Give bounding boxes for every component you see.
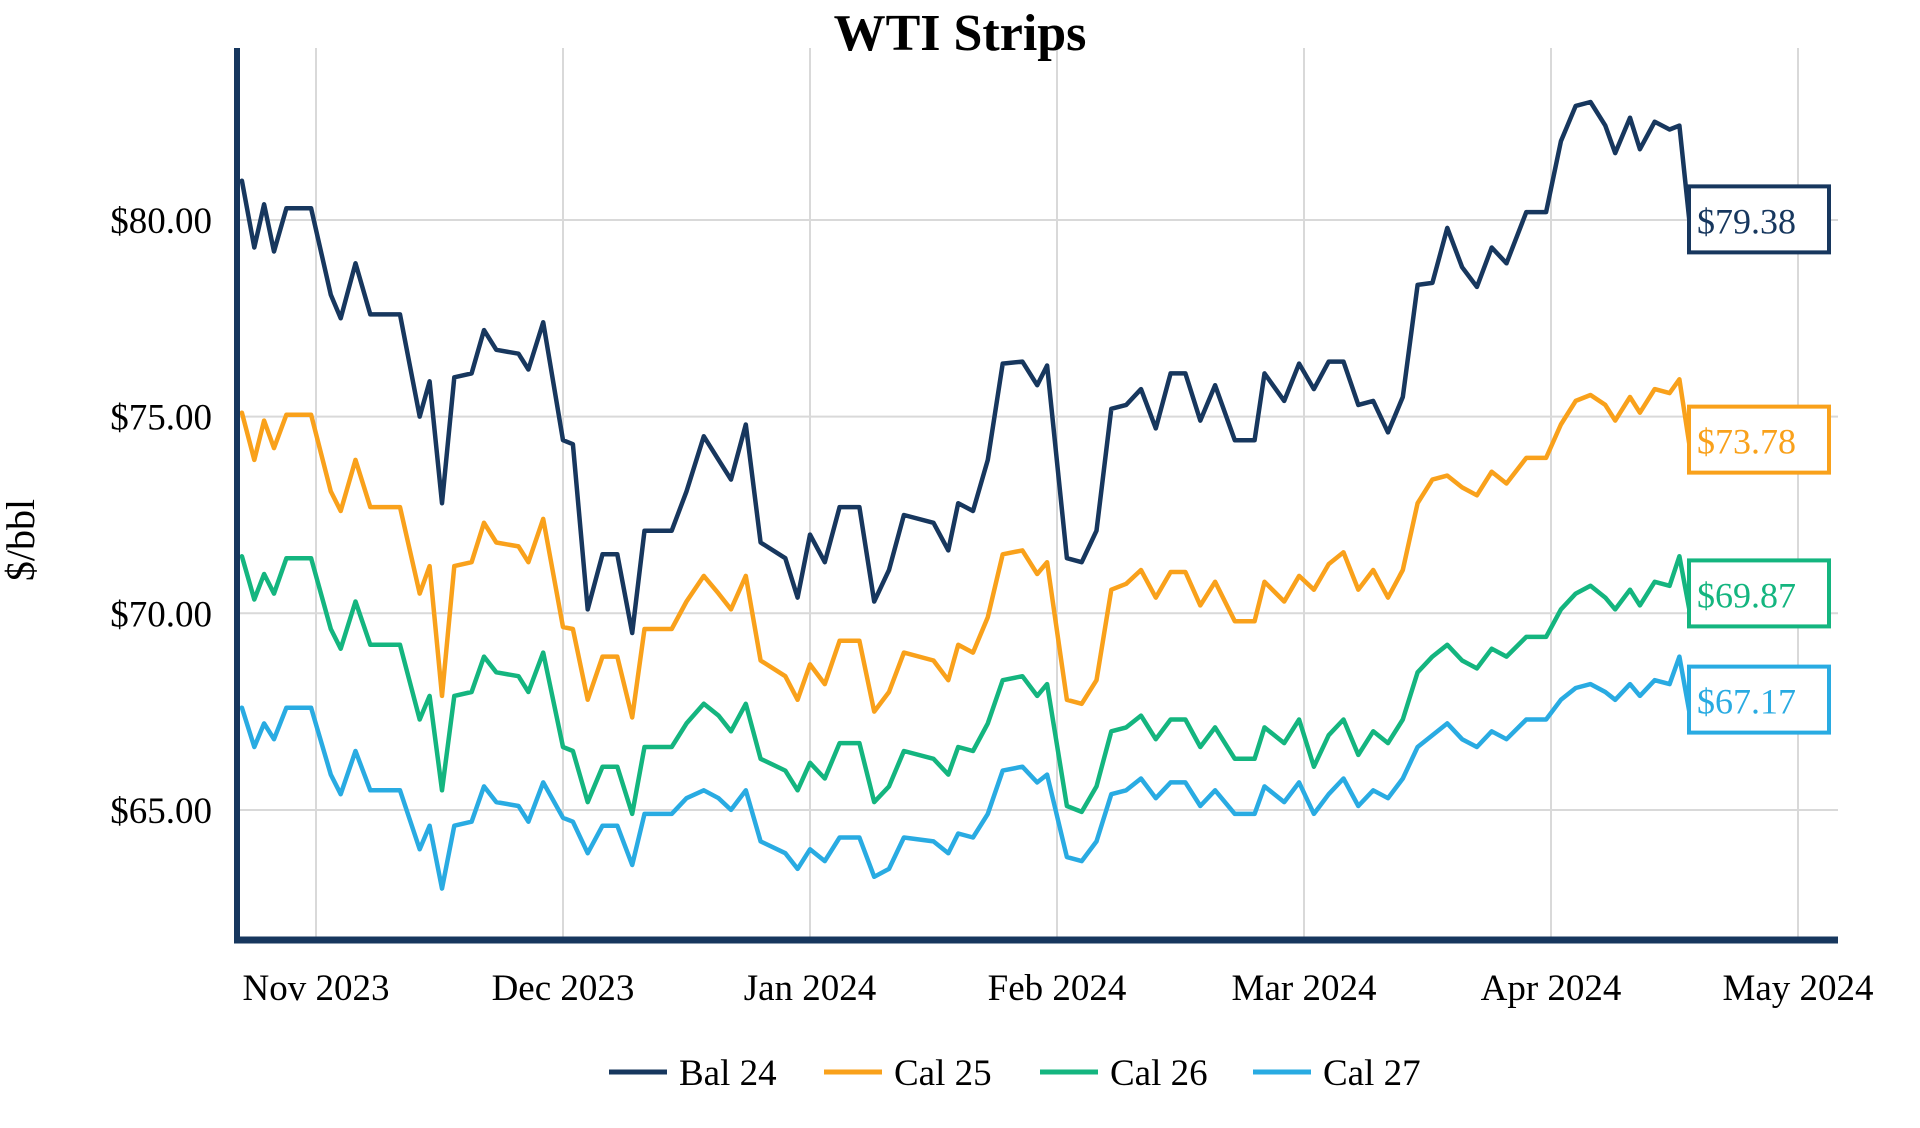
legend-item-bal-24: Bal 24	[609, 1053, 777, 1094]
series-line-cal-27	[239, 654, 1704, 891]
end-label-text-cal-27: $67.17	[1697, 682, 1796, 722]
series-line-bal-24	[239, 99, 1704, 636]
end-label-box-cal-26	[1687, 558, 1831, 629]
y-tick-75: $75.00	[110, 398, 212, 439]
chart-title: WTI Strips	[834, 5, 1087, 62]
x-tick-apr-2024: Apr 2024	[1481, 968, 1622, 1009]
legend-label-cal-25: Cal 25	[894, 1053, 992, 1094]
end-label-box-bal-24	[1687, 184, 1831, 255]
horizontal-gridlines	[237, 219, 1838, 811]
legend-item-cal-27: Cal 27	[1253, 1053, 1421, 1094]
series-line-cal-26	[239, 554, 1704, 817]
legend-label-bal-24: Bal 24	[679, 1053, 777, 1094]
y-tick-70: $70.00	[110, 594, 212, 635]
axes	[234, 48, 1838, 944]
y-tick-65: $65.00	[110, 791, 212, 832]
series-end-labels: $79.38 $73.78 $69.87 $67.17	[1687, 184, 1831, 735]
legend-label-cal-27: Cal 27	[1323, 1053, 1421, 1094]
x-tick-feb-2024: Feb 2024	[988, 968, 1127, 1009]
legend-item-cal-25: Cal 25	[824, 1053, 992, 1094]
x-tick-may-2024: May 2024	[1722, 968, 1873, 1009]
x-tick-jan-2024: Jan 2024	[744, 968, 877, 1009]
y-tick-labels: $80.00 $75.00 $70.00 $65.00	[110, 201, 212, 832]
end-label-text-bal-24: $79.38	[1697, 201, 1796, 241]
end-label-box-cal-25	[1687, 404, 1831, 475]
x-tick-dec-2023: Dec 2023	[492, 968, 635, 1009]
end-label-box-cal-27	[1687, 664, 1831, 735]
x-tick-labels: Nov 2023 Dec 2023 Jan 2024 Feb 2024 Mar 2024…	[243, 968, 1874, 1009]
x-tick-nov-2023: Nov 2023	[243, 968, 390, 1009]
series-line-cal-25	[239, 377, 1704, 720]
series-lines	[239, 99, 1704, 891]
legend-item-cal-26: Cal 26	[1040, 1053, 1208, 1094]
end-label-text-cal-26: $69.87	[1697, 575, 1796, 615]
y-tick-80: $80.00	[110, 201, 212, 242]
y-axis-label: $/bbl	[0, 499, 43, 581]
x-tick-mar-2024: Mar 2024	[1232, 968, 1377, 1009]
legend-label-cal-26: Cal 26	[1110, 1053, 1208, 1094]
legend: Bal 24 Cal 25 Cal 26 Cal 27	[609, 1053, 1421, 1094]
end-label-text-cal-25: $73.78	[1697, 422, 1796, 462]
vertical-gridlines	[315, 48, 1799, 940]
